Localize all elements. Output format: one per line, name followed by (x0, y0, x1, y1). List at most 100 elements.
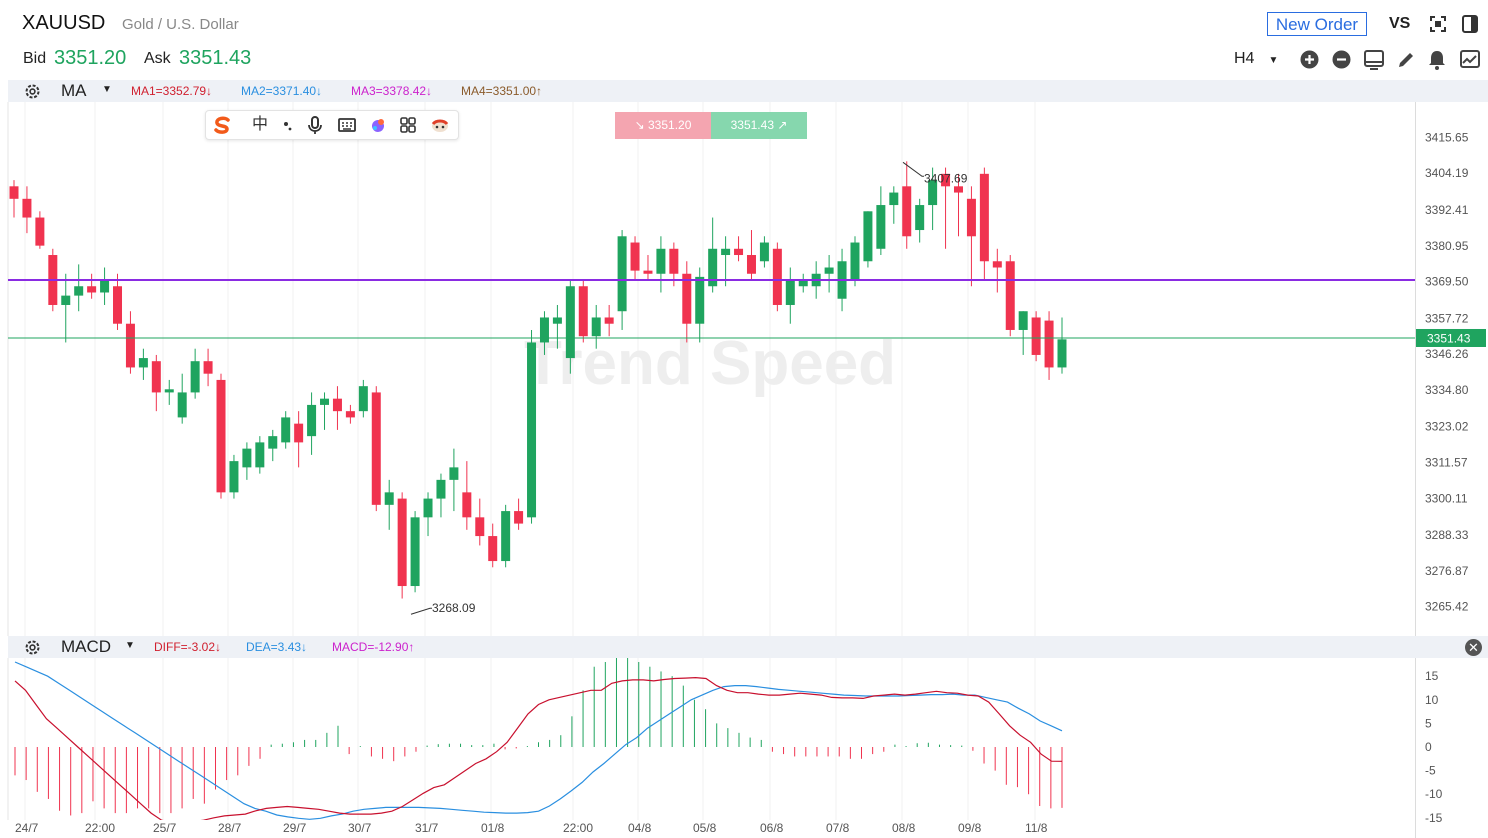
chinese-input-icon[interactable]: 中 (251, 116, 268, 133)
bearish-candle (462, 492, 472, 518)
macd-histogram (14, 658, 1063, 816)
time-axis-background (0, 820, 1415, 838)
pencil-draw-icon[interactable] (1396, 50, 1416, 70)
bullish-candle (708, 248, 718, 287)
low-annotation-leader (410, 607, 432, 615)
microphone-icon[interactable] (305, 115, 325, 135)
bullish-candle (1057, 339, 1067, 368)
ma-indicator-name[interactable]: MA (61, 81, 87, 100)
dea-value: DEA=3.43↓ (246, 640, 308, 654)
ma-indicator-bar: MA ▼ MA1=3352.79↓ MA2=3371.40↓ MA3=3378.… (8, 80, 1488, 102)
bullish-candle (876, 205, 886, 249)
macd-tick-label: 5 (1425, 716, 1432, 730)
bearish-candle (578, 286, 588, 337)
chevron-down-icon[interactable]: ▼ (102, 84, 112, 95)
macd-tick-label: -10 (1425, 787, 1443, 801)
time-axis: 24/7 22:00 25/7 28/7 29/7 30/7 31/7 01/8 22:00 04… (0, 820, 1415, 838)
indicator-chart-icon[interactable] (1460, 50, 1480, 70)
zoom-out-icon[interactable] (1332, 50, 1352, 70)
price-grid (7, 102, 1416, 636)
bearish-candle (1044, 320, 1054, 368)
bullish-candle (759, 242, 769, 262)
time-tick-label: 22:00 (85, 821, 115, 835)
current-price-tag (1416, 328, 1486, 347)
bullish-candle (423, 498, 433, 518)
grid-icon[interactable] (398, 115, 418, 135)
mascot-icon[interactable] (430, 115, 450, 135)
bearish-candle (1005, 261, 1015, 330)
symbol-name[interactable]: XAUUSD (22, 12, 106, 34)
bearish-candle (294, 423, 304, 443)
bullish-candle (656, 248, 666, 274)
macd-chart[interactable]: 15 10 5 0 -5 -10 -15 24/7 22:00 25/7 28/7 29/7 30/7… (0, 658, 1488, 838)
bullish-candle (229, 461, 239, 493)
settings-gear-icon[interactable] (24, 639, 41, 661)
bullish-candle (255, 442, 265, 468)
price-annotations: 3407.69 3268.09 (410, 161, 968, 615)
bullish-candle (915, 205, 925, 231)
bearish-candle (734, 248, 744, 256)
bullish-candle (552, 317, 562, 324)
bearish-candle (113, 286, 123, 324)
close-indicator-icon[interactable]: ✕ (1465, 639, 1482, 656)
ma1-value: MA1=3352.79↓ (131, 84, 213, 98)
bearish-candle (979, 173, 989, 262)
macd-value: MACD=-12.90↑ (332, 640, 415, 654)
price-tick-label: 3415.65 (1425, 130, 1469, 144)
alert-bell-icon[interactable] (1428, 50, 1448, 70)
ma2-value: MA2=3371.40↓ (241, 84, 323, 98)
price-tick-label: 3380.95 (1425, 239, 1469, 253)
time-tick-label: 30/7 (348, 821, 372, 835)
split-window-icon[interactable] (1462, 15, 1482, 35)
fullscreen-icon[interactable] (1429, 15, 1449, 35)
bearish-candle (488, 536, 498, 562)
bullish-candle (1018, 311, 1028, 330)
bullish-candle (824, 267, 834, 274)
bearish-candle (371, 392, 381, 505)
time-tick-label: 29/7 (283, 821, 307, 835)
bullish-candle (74, 286, 84, 296)
sell-quick-button[interactable]: ↘ 3351.20 (615, 112, 711, 139)
macd-indicator-name[interactable]: MACD (61, 637, 112, 656)
time-tick-label: 05/8 (693, 821, 717, 835)
diff-value: DIFF=-3.02↓ (154, 640, 222, 654)
high-annotation-leader (902, 161, 924, 177)
price-chart[interactable]: Trend Speed 3415.65 3404.19 3392.41 3380.95… (0, 102, 1488, 636)
buy-quick-button[interactable]: 3351.43 ↗ (711, 112, 807, 139)
bearish-candle (345, 411, 355, 418)
bullish-candle (565, 286, 575, 359)
bearish-candle (643, 270, 653, 274)
bearish-candle (397, 498, 407, 587)
time-tick-label: 09/8 (958, 821, 982, 835)
price-tick-label: 3404.19 (1425, 166, 1469, 180)
price-axis: 3415.65 3404.19 3392.41 3380.95 3369.50 3357.… (1416, 130, 1486, 614)
bullish-candle (190, 361, 200, 393)
keyboard-icon[interactable] (337, 115, 357, 135)
time-tick-label: 08/8 (892, 821, 916, 835)
new-order-button[interactable]: New Order (1267, 12, 1367, 36)
s-logo-icon[interactable] (212, 115, 232, 135)
bearish-candle (630, 242, 640, 271)
bullish-candle (384, 492, 394, 505)
bearish-candle (9, 186, 19, 199)
time-tick-label: 28/7 (218, 821, 242, 835)
price-tick-label: 3346.26 (1425, 347, 1469, 361)
settings-gear-icon[interactable] (24, 83, 41, 105)
punctuation-icon[interactable] (278, 115, 298, 135)
time-tick-label: 04/8 (628, 821, 652, 835)
price-tick-label: 3357.72 (1425, 311, 1469, 325)
chevron-down-icon[interactable]: ▼ (125, 640, 135, 651)
timeframe-selector[interactable]: H4 ▼ (1234, 50, 1278, 68)
time-tick-label: 06/8 (760, 821, 784, 835)
bullish-candle (100, 280, 110, 293)
bullish-candle (436, 479, 446, 499)
compare-vs-button[interactable]: VS (1389, 15, 1411, 32)
bearish-candle (772, 248, 782, 305)
chart-layout-icon[interactable] (1364, 50, 1384, 70)
zoom-in-icon[interactable] (1300, 50, 1320, 70)
macd-grid (7, 658, 1416, 838)
current-price-tag-label: 3351.43 (1427, 331, 1471, 345)
skin-icon[interactable] (368, 115, 388, 135)
bullish-candle (138, 358, 148, 368)
price-tick-label: 3265.42 (1425, 600, 1469, 614)
